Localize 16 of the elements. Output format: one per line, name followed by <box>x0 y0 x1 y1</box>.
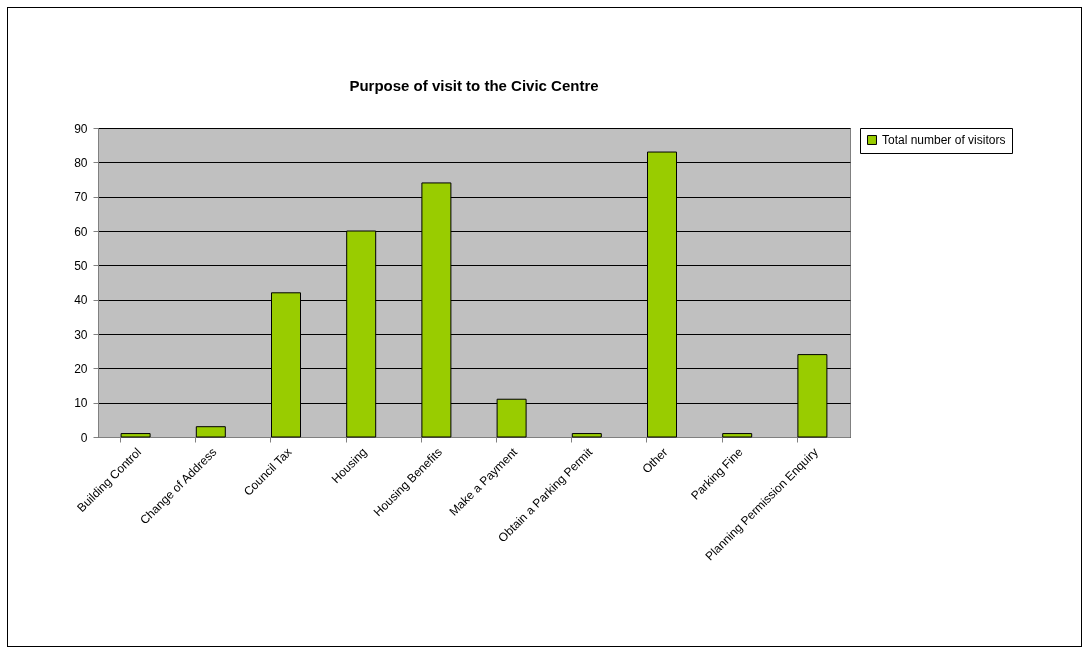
bar <box>195 426 226 438</box>
bar <box>722 433 753 438</box>
y-tick-label: 50 <box>74 258 88 273</box>
y-tick-label: 70 <box>74 190 88 205</box>
y-tick-label: 60 <box>74 224 88 239</box>
y-tick-label: 40 <box>74 293 88 308</box>
legend-label: Total number of visitors <box>882 133 1006 147</box>
bar <box>571 433 602 438</box>
chart-title: Purpose of visit to the Civic Centre <box>349 77 599 94</box>
bar <box>120 433 151 438</box>
y-tick-label: 20 <box>74 361 88 376</box>
y-tick-label: 0 <box>80 430 88 445</box>
y-tick-label: 10 <box>74 396 88 411</box>
y-tick-label: 80 <box>74 155 88 170</box>
y-tick-label: 90 <box>74 121 88 136</box>
y-tick-label: 30 <box>74 327 88 342</box>
